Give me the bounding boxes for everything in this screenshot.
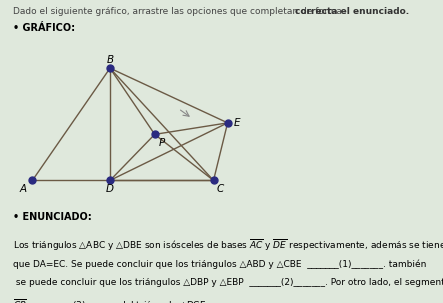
Text: B: B: [106, 55, 113, 65]
Text: Dado el siguiente gráfico, arrastre las opciones que completan de forma: Dado el siguiente gráfico, arrastre las …: [13, 7, 345, 16]
Text: • ENUNCIADO:: • ENUNCIADO:: [13, 212, 92, 222]
Text: D: D: [106, 184, 114, 194]
Text: que DA=EC. Se puede concluir que los triángulos △ABD y △CBE  _______(1)_______. : que DA=EC. Se puede concluir que los tri…: [13, 259, 427, 269]
Text: E: E: [234, 118, 240, 128]
Text: • GRÁFICO:: • GRÁFICO:: [13, 23, 75, 33]
Text: P: P: [159, 138, 165, 148]
Text: C: C: [217, 184, 224, 194]
Text: A: A: [19, 184, 27, 194]
Text: $\overline{CP}$ es _______(3)_______ del triángulo △DCE: $\overline{CP}$ es _______(3)_______ del…: [13, 298, 206, 303]
Text: correcta el enunciado.: correcta el enunciado.: [295, 7, 409, 16]
Text: se puede concluir que los triángulos △DBP y △EBP  _______(2)_______. Por otro la: se puede concluir que los triángulos △DB…: [13, 278, 443, 288]
Text: Los triángulos △ABC y △DBE son isósceles de bases $\overline{AC}$ y $\overline{D: Los triángulos △ABC y △DBE son isósceles…: [13, 238, 443, 253]
